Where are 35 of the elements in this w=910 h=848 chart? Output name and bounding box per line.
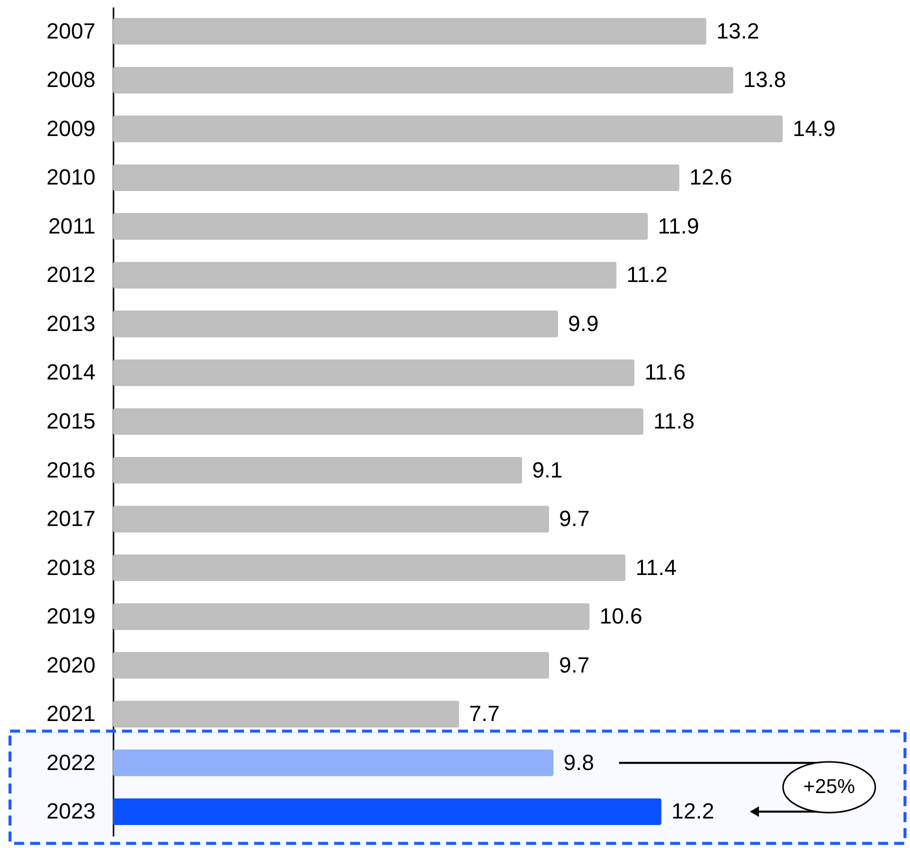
y-tick-label: 2021 bbox=[46, 701, 96, 726]
y-tick-label: 2023 bbox=[46, 798, 96, 824]
data-label: 13.2 bbox=[716, 18, 760, 44]
y-tick-label: 2014 bbox=[46, 360, 96, 385]
data-label: 9.7 bbox=[559, 652, 590, 678]
y-tick-label: 2010 bbox=[46, 164, 96, 190]
data-label: 9.7 bbox=[559, 506, 590, 532]
data-label: 11.8 bbox=[653, 408, 695, 434]
data-label: 10.6 bbox=[599, 604, 642, 629]
y-tick-label: 2020 bbox=[46, 652, 96, 678]
y-tick-label: 2007 bbox=[46, 18, 96, 44]
data-label: 12.6 bbox=[689, 164, 732, 190]
data-label: 9.8 bbox=[564, 750, 594, 775]
data-label: 9.9 bbox=[568, 310, 599, 336]
y-tick-label: 2015 bbox=[46, 408, 96, 434]
y-tick-label: 2017 bbox=[46, 506, 96, 532]
y-tick-label: 2009 bbox=[46, 116, 96, 141]
y-tick-label: 2018 bbox=[46, 554, 96, 580]
y-tick-label: 2012 bbox=[46, 262, 96, 288]
y-tick-label: 2013 bbox=[46, 310, 96, 336]
data-label: 11.9 bbox=[658, 213, 700, 238]
y-tick-label: 2008 bbox=[46, 67, 96, 92]
data-label: 9.1 bbox=[532, 457, 563, 482]
data-label: 11.6 bbox=[644, 360, 686, 385]
text: +25% bbox=[803, 776, 856, 798]
y-tick-label: 2022 bbox=[46, 750, 96, 775]
data-label: 11.4 bbox=[635, 554, 677, 580]
data-label: 12.2 bbox=[671, 798, 714, 824]
data-label: 11.2 bbox=[626, 262, 668, 288]
data-label: 14.9 bbox=[792, 116, 836, 141]
y-tick-label: 2019 bbox=[46, 604, 96, 629]
data-label: 7.7 bbox=[469, 701, 500, 726]
y-tick-label: 2016 bbox=[46, 457, 96, 482]
y-tick-label: 2011 bbox=[48, 213, 96, 238]
data-label: 13.8 bbox=[743, 67, 786, 92]
